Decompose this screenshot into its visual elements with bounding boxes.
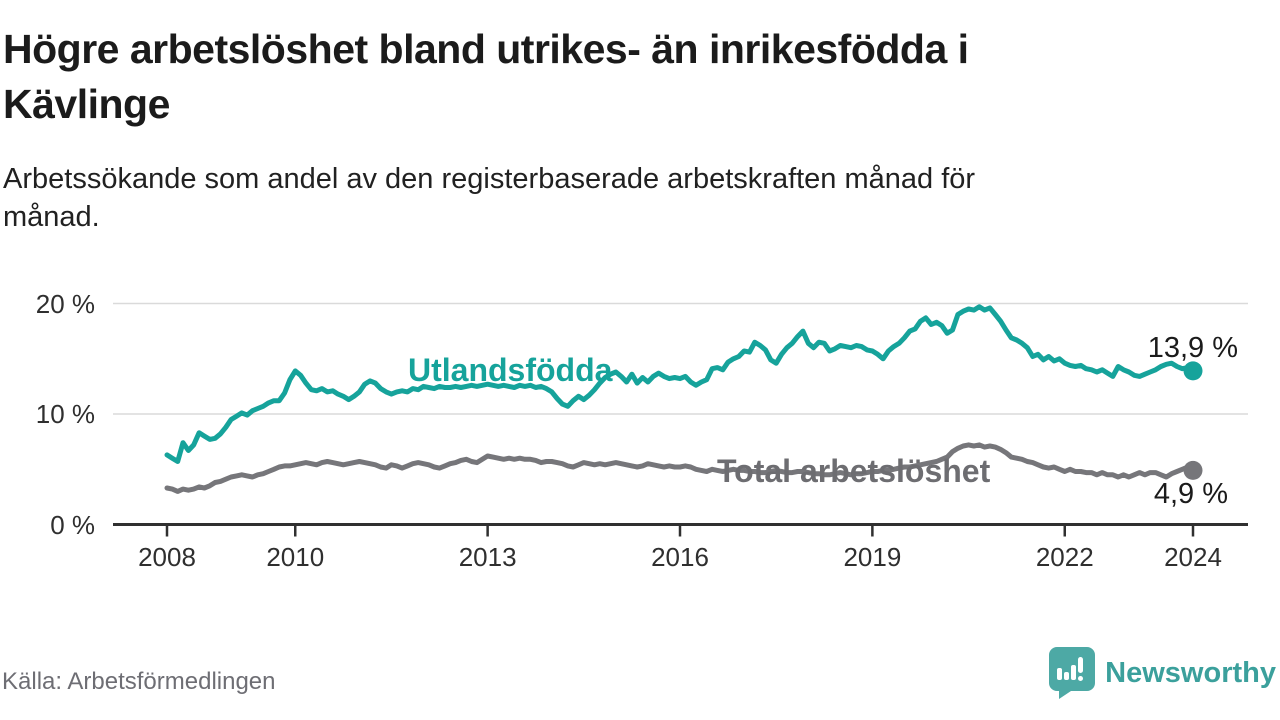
x-tick-label-2010: 2010 bbox=[266, 542, 325, 572]
x-tick-label-2008: 2008 bbox=[138, 542, 196, 572]
x-tick-label-2022: 2022 bbox=[1035, 542, 1094, 572]
chart-subtitle-line1: Arbetssökande som andel av den registerb… bbox=[3, 163, 976, 195]
series-label-total-unemployment: Total arbetslöshet bbox=[717, 453, 991, 489]
speech-bubble-bar-chart-icon bbox=[1049, 647, 1096, 699]
source-note: Källa: Arbetsförmedlingen bbox=[2, 668, 276, 695]
y-tick-label-20: 20 % bbox=[35, 288, 95, 319]
series-line-utlandsf-dda bbox=[164, 304, 1196, 464]
page-title-line2: Kävlinge bbox=[3, 81, 170, 127]
series-line-total-arbetsl-shet bbox=[164, 442, 1196, 494]
x-tick-label-2019: 2019 bbox=[843, 542, 902, 572]
series-end-dot-total-arbetsl-shet bbox=[1183, 460, 1203, 480]
end-value-label-foreign-born: 13,9 % bbox=[1147, 332, 1238, 364]
page-title: Högre arbetslöshet bland utrikes- än inr… bbox=[3, 22, 1253, 132]
exclamation-stem bbox=[1078, 657, 1084, 673]
x-tick-label-2013: 2013 bbox=[458, 542, 517, 572]
newsworthy-logo-text: Newsworthy bbox=[1105, 656, 1276, 689]
exclamation-dot bbox=[1078, 676, 1084, 681]
y-tick-label-0: 0 % bbox=[50, 509, 95, 540]
x-tick-label-2016: 2016 bbox=[651, 542, 709, 572]
line-chart-plot bbox=[113, 302, 1248, 537]
chart-subtitle-line2: månad. bbox=[3, 201, 100, 233]
x-tick-label-2024: 2024 bbox=[1164, 542, 1222, 572]
newsworthy-logo: Newsworthy bbox=[1049, 647, 1276, 699]
bar-1 bbox=[1057, 668, 1063, 680]
series-label-foreign-born: Utlandsfödda bbox=[408, 352, 613, 388]
bar-2 bbox=[1064, 672, 1070, 680]
page-title-line1: Högre arbetslöshet bland utrikes- än inr… bbox=[3, 26, 969, 72]
end-value-label-total-unemployment: 4,9 % bbox=[1153, 478, 1228, 510]
bar-3 bbox=[1071, 665, 1077, 680]
y-tick-label-10: 10 % bbox=[35, 399, 95, 429]
chart-subtitle: Arbetssökande som andel av den registerb… bbox=[3, 160, 1203, 236]
series-end-dot-utlandsf-dda bbox=[1183, 361, 1203, 381]
